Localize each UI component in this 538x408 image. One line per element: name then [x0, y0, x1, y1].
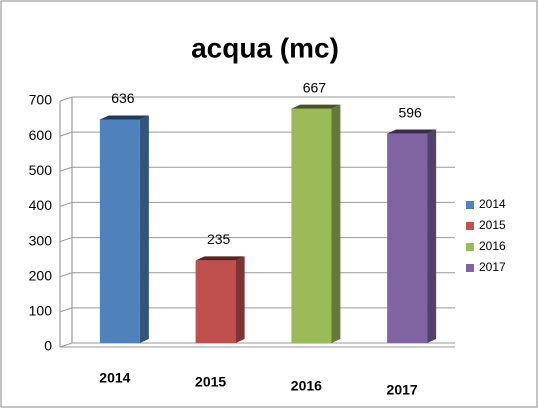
- bar-side: [427, 129, 437, 343]
- bar-top: [195, 256, 245, 261]
- data-label: 636: [111, 90, 135, 106]
- bar-top: [291, 104, 341, 109]
- grid-line: [59, 201, 73, 207]
- legend-swatch: [466, 243, 474, 251]
- grid-line: [59, 166, 73, 172]
- grid-line: [59, 342, 73, 348]
- bar-top: [99, 115, 149, 120]
- legend-label: 2014: [479, 197, 506, 211]
- grid-line: [59, 131, 73, 137]
- bar: [291, 108, 332, 344]
- x-tick-label: 2017: [387, 382, 418, 398]
- x-tick-label: 2015: [195, 374, 226, 390]
- grid-line: [59, 237, 73, 243]
- y-tick-label: 300: [29, 232, 53, 248]
- bar-side: [235, 256, 245, 343]
- legend-swatch: [466, 264, 474, 272]
- y-tick-label: 400: [29, 197, 53, 213]
- bar: [387, 133, 428, 343]
- y-tick-label: 500: [29, 162, 53, 178]
- x-tick-label: 2016: [291, 378, 322, 394]
- data-label: 235: [207, 231, 231, 247]
- y-tick-label: 700: [29, 92, 53, 108]
- y-tick-label: 600: [29, 127, 53, 143]
- legend-label: 2016: [479, 239, 506, 253]
- bar-side: [331, 104, 341, 344]
- legend-swatch: [466, 201, 474, 209]
- legend-label: 2015: [479, 218, 506, 232]
- chart-title: acqua (mc): [191, 32, 339, 63]
- y-tick-label: 100: [29, 303, 53, 319]
- bar-top: [387, 129, 437, 134]
- bar: [195, 260, 236, 343]
- y-tick-label: 0: [44, 338, 52, 354]
- data-label: 596: [398, 104, 422, 120]
- legend-label: 2017: [479, 260, 506, 274]
- grid-line: [59, 307, 73, 313]
- y-tick-label: 200: [29, 267, 53, 283]
- legend-swatch: [466, 222, 474, 230]
- bar: [99, 119, 140, 344]
- x-tick-label: 2014: [99, 370, 130, 386]
- data-label: 667: [303, 79, 327, 95]
- grid-line: [59, 96, 73, 102]
- bar-side: [139, 115, 149, 344]
- grid-line: [59, 272, 73, 278]
